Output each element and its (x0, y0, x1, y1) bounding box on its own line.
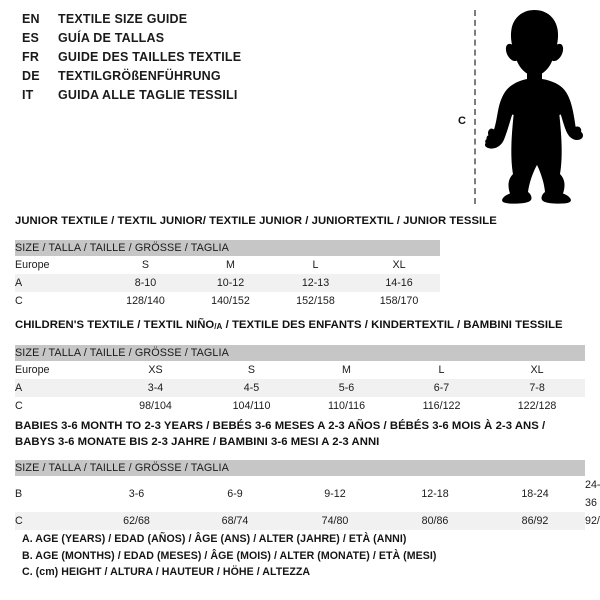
row-label: C (15, 291, 103, 310)
junior-size-table: SIZE / TALLA / TAILLE / GRÖSSE / TAGLIA … (15, 239, 441, 310)
legend-line-a: A. AGE (YEARS) / EDAD (AÑOS) / ÂGE (ANS)… (22, 533, 407, 545)
legend-block: A. AGE (YEARS) / EDAD (AÑOS) / ÂGE (ANS)… (22, 531, 522, 581)
language-row: FR GUIDE DES TAILLES TEXTILE (22, 50, 322, 69)
table-cell: 7-8 (489, 378, 586, 397)
language-title: TEXTILGRÖßENFÜHRUNG (58, 69, 221, 83)
height-dashed-line-icon (474, 10, 476, 204)
section-babies: BABIES 3-6 MONTH TO 2-3 YEARS / BEBÉS 3-… (15, 419, 600, 530)
language-row: DE TEXTILGRÖßENFÜHRUNG (22, 69, 322, 88)
table-cell: 104/110 (204, 396, 299, 415)
table-cell: 6-9 (185, 476, 285, 512)
row-label: C (15, 512, 88, 530)
band-label: SIZE / TALLA / TAILLE / GRÖSSE / TAGLIA (15, 460, 585, 476)
table-cell: 5-6 (299, 378, 394, 397)
table-row: B 3-6 6-9 9-12 12-18 18-24 24-36 (15, 476, 600, 512)
row-label: Europe (15, 255, 103, 274)
table-cell: 86/92 (485, 512, 585, 530)
table-cell: M (299, 360, 394, 379)
table-cell: 9-12 (285, 476, 385, 512)
language-title: GUIDE DES TAILLES TEXTILE (58, 50, 242, 64)
table-cell: S (204, 360, 299, 379)
language-code: ES (22, 31, 40, 45)
language-code: EN (22, 12, 40, 26)
babies-size-table: SIZE / TALLA / TAILLE / GRÖSSE / TAGLIA … (15, 460, 600, 530)
table-band-header: SIZE / TALLA / TAILLE / GRÖSSE / TAGLIA (15, 460, 585, 476)
title-part-sub: /A (214, 322, 223, 331)
table-row: C 128/140 140/152 152/158 158/170 (15, 291, 441, 310)
table-cell: 116/122 (394, 396, 489, 415)
legend-line-c: C. (cm) HEIGHT / ALTURA / HAUTEUR / HÖHE… (22, 566, 311, 578)
language-title: TEXTILE SIZE GUIDE (58, 12, 188, 26)
row-label: A (15, 273, 103, 292)
table-cell: 6-7 (394, 378, 489, 397)
table-row: Europe XS S M L XL (15, 360, 586, 379)
table-row: C 62/68 68/74 74/80 80/86 86/92 92/98 (15, 512, 600, 530)
section-title-children: CHILDREN'S TEXTILE / TEXTIL NIÑO/A / TEX… (15, 318, 585, 335)
measurement-figure: C (448, 8, 596, 206)
table-cell: 8-10 (103, 273, 188, 292)
row-label: Europe (15, 360, 107, 379)
row-label: B (15, 476, 88, 512)
title-part-post: / TEXTILE DES ENFANTS / KINDERTEXTIL / B… (222, 319, 563, 331)
language-row: IT GUIDA ALLE TAGLIE TESSILI (22, 88, 322, 107)
table-cell: L (273, 255, 358, 274)
language-code: FR (22, 50, 40, 64)
band-label: SIZE / TALLA / TAILLE / GRÖSSE / TAGLIA (15, 344, 586, 361)
table-cell: 74/80 (285, 512, 385, 530)
row-label: C (15, 396, 107, 415)
table-band-header: SIZE / TALLA / TAILLE / GRÖSSE / TAGLIA (15, 344, 586, 361)
section-children: CHILDREN'S TEXTILE / TEXTIL NIÑO/A / TEX… (15, 318, 586, 415)
children-size-table: SIZE / TALLA / TAILLE / GRÖSSE / TAGLIA … (15, 344, 586, 415)
section-title-babies-line2: BABYS 3-6 MONATE BIS 2-3 JAHRE / BAMBINI… (15, 435, 380, 448)
table-cell: 14-16 (358, 273, 441, 292)
table-cell: XL (489, 360, 586, 379)
section-junior: JUNIOR TEXTILE / TEXTIL JUNIOR/ TEXTILE … (15, 214, 497, 310)
table-cell: 18-24 (485, 476, 585, 512)
table-cell: 80/86 (385, 512, 485, 530)
table-band-header: SIZE / TALLA / TAILLE / GRÖSSE / TAGLIA (15, 239, 441, 256)
table-cell: XL (358, 255, 441, 274)
table-cell: 12-18 (385, 476, 485, 512)
table-cell: 10-12 (188, 273, 273, 292)
section-title-junior: JUNIOR TEXTILE / TEXTIL JUNIOR/ TEXTILE … (15, 215, 497, 227)
section-title-babies-line1: BABIES 3-6 MONTH TO 2-3 YEARS / BEBÉS 3-… (15, 420, 546, 432)
table-cell: S (103, 255, 188, 274)
table-row: A 8-10 10-12 12-13 14-16 (15, 273, 441, 292)
table-cell: XS (107, 360, 204, 379)
child-silhouette-icon (484, 10, 583, 204)
language-title: GUÍA DE TALLAS (58, 31, 165, 45)
table-cell: L (394, 360, 489, 379)
language-row: EN TEXTILE SIZE GUIDE (22, 12, 322, 31)
language-code: IT (22, 88, 34, 102)
table-cell: 68/74 (185, 512, 285, 530)
table-cell: 128/140 (103, 291, 188, 310)
table-row: Europe S M L XL (15, 255, 441, 274)
language-row: ES GUÍA DE TALLAS (22, 31, 322, 50)
language-code: DE (22, 69, 40, 83)
table-row: A 3-4 4-5 5-6 6-7 7-8 (15, 378, 586, 397)
legend-line-b: B. AGE (MONTHS) / EDAD (MESES) / ÂGE (MO… (22, 549, 437, 562)
table-cell: 98/104 (107, 396, 204, 415)
table-cell: 140/152 (188, 291, 273, 310)
table-cell: 62/68 (88, 512, 185, 530)
table-cell: 4-5 (204, 378, 299, 397)
table-row: C 98/104 104/110 110/116 116/122 122/128 (15, 396, 586, 415)
table-cell: 12-13 (273, 273, 358, 292)
table-cell: 110/116 (299, 396, 394, 415)
row-label: A (15, 378, 107, 397)
table-cell: 3-4 (107, 378, 204, 397)
height-marker-label: C (458, 115, 466, 127)
table-cell: 3-6 (88, 476, 185, 512)
table-cell: 158/170 (358, 291, 441, 310)
table-cell: 122/128 (489, 396, 586, 415)
language-title: GUIDA ALLE TAGLIE TESSILI (58, 88, 238, 102)
table-cell: 152/158 (273, 291, 358, 310)
language-title-block: EN TEXTILE SIZE GUIDE ES GUÍA DE TALLAS … (22, 12, 322, 107)
band-label: SIZE / TALLA / TAILLE / GRÖSSE / TAGLIA (15, 239, 441, 256)
table-cell: M (188, 255, 273, 274)
title-part-pre: CHILDREN'S TEXTILE / TEXTIL NIÑO (15, 319, 215, 331)
